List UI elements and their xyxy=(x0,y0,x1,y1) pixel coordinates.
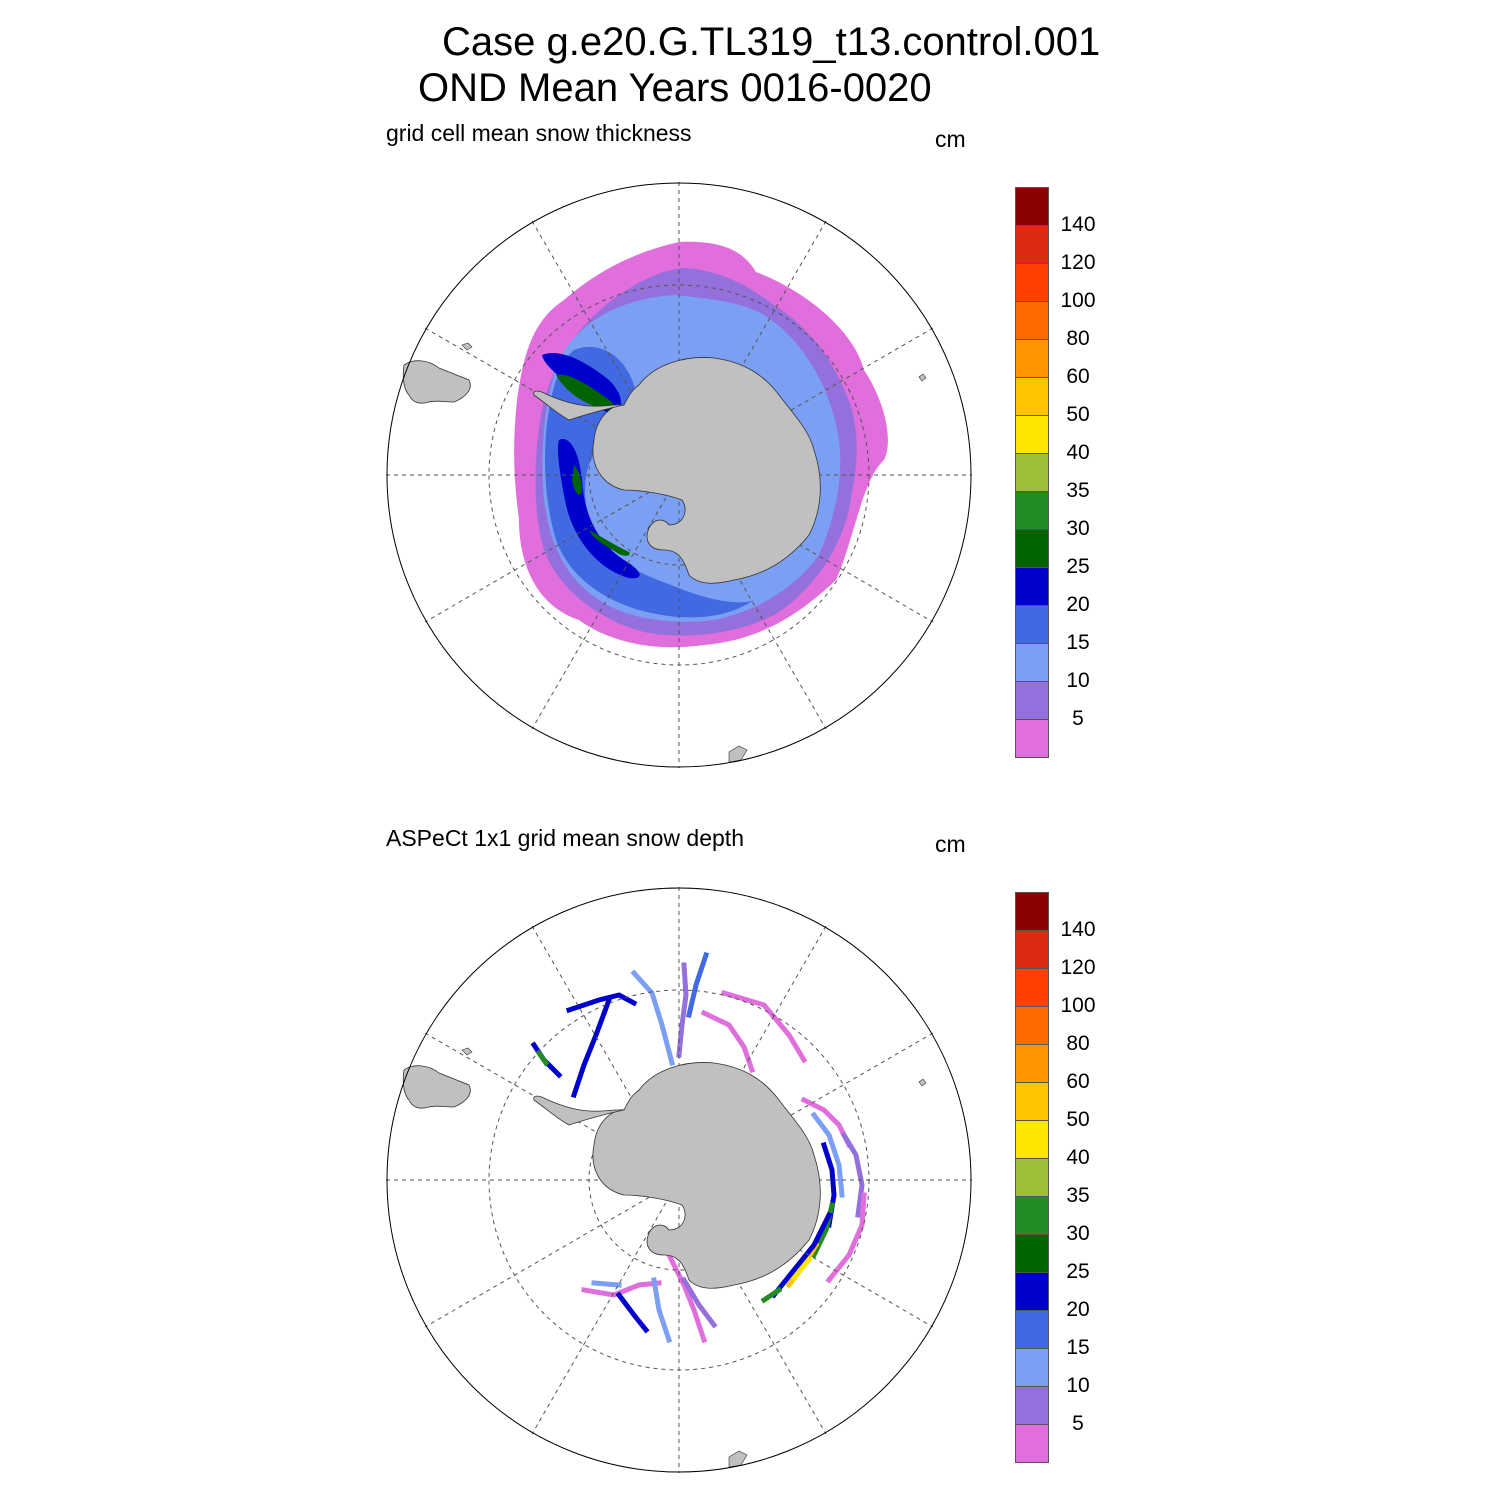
colorbar-swatch xyxy=(1015,491,1049,530)
colorbar-swatch xyxy=(1015,1424,1049,1463)
colorbar-tick-label: 140 xyxy=(1060,213,1096,236)
panel-subtitle: ASPeCt 1x1 grid mean snow depth xyxy=(386,825,744,851)
colorbar-swatch xyxy=(1015,225,1049,264)
colorbar-swatch xyxy=(1015,681,1049,720)
colorbar xyxy=(1015,187,1049,758)
colorbar-tick-label: 50 xyxy=(1066,403,1090,426)
antarctic-peninsula xyxy=(533,1095,625,1126)
colorbar-tick-label: 120 xyxy=(1060,956,1096,979)
map-boundary xyxy=(386,182,972,768)
kerguelen xyxy=(918,1078,927,1087)
colorbar-tick-label: 10 xyxy=(1066,669,1090,692)
colorbar-swatch xyxy=(1015,301,1049,340)
colorbar-swatch xyxy=(1015,1386,1049,1425)
observed-snow-panel: ASPeCt 1x1 grid mean snow depth cm xyxy=(0,705,1500,1495)
colorbar-tick-label: 30 xyxy=(1066,1222,1090,1245)
falklands xyxy=(461,1047,473,1056)
panel-units: cm xyxy=(935,831,966,857)
colorbar-swatch xyxy=(1015,567,1049,606)
polar-map-observed xyxy=(386,887,972,1473)
falklands xyxy=(461,342,473,351)
colorbar-tick-label: 50 xyxy=(1066,1108,1090,1131)
figure-title-line1: Case g.e20.G.TL319_t13.control.001 xyxy=(442,20,1101,64)
colorbar-tick-label: 5 xyxy=(1072,1412,1084,1435)
colorbar-swatch xyxy=(1015,1272,1049,1311)
colorbar-tick-label: 25 xyxy=(1066,1260,1090,1283)
panel-units: cm xyxy=(935,126,966,152)
colorbar-tick-label: 60 xyxy=(1066,365,1090,388)
colorbar-tick-label: 30 xyxy=(1066,517,1090,540)
colorbar-tick-label: 120 xyxy=(1060,251,1096,274)
new-zealand-tip xyxy=(728,1450,748,1468)
colorbar-tick-label: 10 xyxy=(1066,1374,1090,1397)
graticule xyxy=(386,887,972,1473)
colorbar-swatch xyxy=(1015,605,1049,644)
colorbar-tick-label: 40 xyxy=(1066,441,1090,464)
colorbar-tick-label: 100 xyxy=(1060,289,1096,312)
map-boundary xyxy=(386,887,972,1473)
colorbar-swatch xyxy=(1015,1196,1049,1235)
kerguelen xyxy=(918,373,927,382)
colorbar-swatch xyxy=(1015,415,1049,454)
colorbar-tick-label: 80 xyxy=(1066,327,1090,350)
colorbar-tick-label: 35 xyxy=(1066,1184,1090,1207)
colorbar-swatch xyxy=(1015,453,1049,492)
colorbar-swatch xyxy=(1015,930,1049,969)
colorbar-swatch xyxy=(1015,719,1049,758)
colorbar-swatch xyxy=(1015,263,1049,302)
colorbar-swatch xyxy=(1015,1310,1049,1349)
panel-subtitle: grid cell mean snow thickness xyxy=(386,120,692,146)
south-america-landmass xyxy=(402,360,471,404)
colorbar-swatch xyxy=(1015,892,1049,931)
colorbar-swatch xyxy=(1015,1082,1049,1121)
colorbar-tick-label: 140 xyxy=(1060,918,1096,941)
polar-map-model xyxy=(386,182,972,768)
colorbar-tick-label: 25 xyxy=(1066,555,1090,578)
colorbar-tick-label: 100 xyxy=(1060,994,1096,1017)
colorbar-swatch xyxy=(1015,968,1049,1007)
south-america-landmass xyxy=(402,1065,471,1109)
figure-title-line2: OND Mean Years 0016-0020 xyxy=(418,66,932,110)
colorbar-swatch xyxy=(1015,1158,1049,1197)
colorbar-tick-label: 60 xyxy=(1066,1070,1090,1093)
colorbar-swatch xyxy=(1015,529,1049,568)
colorbar-tick-label: 40 xyxy=(1066,1146,1090,1169)
colorbar-swatch xyxy=(1015,339,1049,378)
colorbar-tick-label: 15 xyxy=(1066,631,1090,654)
colorbar-swatch xyxy=(1015,377,1049,416)
colorbar-tick-label: 20 xyxy=(1066,593,1090,616)
model-snow-panel: grid cell mean snow thickness cm xyxy=(386,120,1096,768)
antarctic-peninsula xyxy=(533,390,625,421)
colorbar-tick-label: 5 xyxy=(1072,707,1084,730)
antarctica-landmass xyxy=(592,357,821,584)
colorbar-swatch xyxy=(1015,643,1049,682)
antarctica-landmass xyxy=(592,1062,821,1289)
colorbar-swatch xyxy=(1015,187,1049,226)
observation-tracks xyxy=(530,951,867,1344)
new-zealand-tip xyxy=(728,745,748,763)
colorbar-swatch xyxy=(1015,1234,1049,1273)
colorbar xyxy=(1015,892,1049,1463)
colorbar-swatch xyxy=(1015,1348,1049,1387)
colorbar-tick-label: 15 xyxy=(1066,1336,1090,1359)
colorbar-swatch xyxy=(1015,1006,1049,1045)
colorbar-tick-label: 35 xyxy=(1066,479,1090,502)
colorbar-tick-label: 80 xyxy=(1066,1032,1090,1055)
colorbar-swatch xyxy=(1015,1044,1049,1083)
colorbar-tick-label: 20 xyxy=(1066,1298,1090,1321)
colorbar-swatch xyxy=(1015,1120,1049,1159)
